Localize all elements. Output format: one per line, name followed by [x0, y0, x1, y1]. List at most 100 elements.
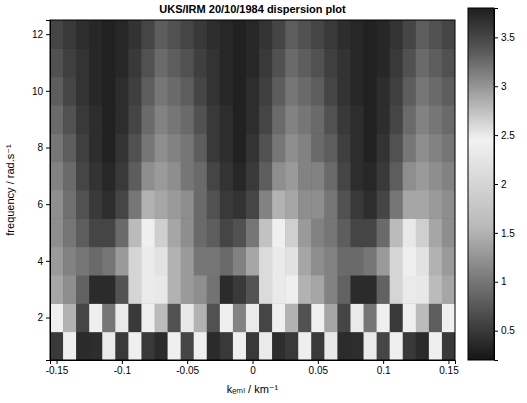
tick-label: 0: [250, 365, 256, 376]
tick-mark: [46, 261, 50, 262]
heatmap-cell: [442, 162, 455, 191]
heatmap-cell: [390, 247, 404, 276]
tick: -0.05: [176, 360, 199, 376]
heatmap-cell: [76, 133, 90, 162]
heatmap-cell: [115, 190, 129, 219]
heatmap-cell: [181, 162, 195, 191]
tick: 1: [494, 276, 507, 287]
heatmap-cell: [155, 48, 169, 77]
heatmap-cell: [246, 332, 260, 360]
heatmap-cell: [390, 275, 404, 304]
heatmap-cell: [50, 105, 64, 134]
heatmap-cell: [416, 105, 430, 134]
heatmap-cell: [285, 77, 299, 106]
heatmap-cell: [102, 77, 116, 106]
tick-mark: [46, 91, 50, 92]
heatmap-cell: [63, 190, 77, 219]
heatmap-cell: [416, 303, 430, 332]
heatmap-cell: [285, 190, 299, 219]
heatmap-cell: [285, 218, 299, 247]
tick-label: 0.15: [439, 365, 459, 376]
heatmap-cell: [364, 332, 378, 360]
tick-label: 2: [501, 179, 507, 190]
heatmap-cell: [220, 218, 234, 247]
tick-label: 4: [37, 256, 43, 267]
heatmap-cell: [377, 77, 391, 106]
heatmap-cell: [259, 247, 273, 276]
heatmap-cell: [102, 162, 116, 191]
heatmap-cell: [364, 303, 378, 332]
heatmap-cell: [442, 332, 455, 360]
heatmap-cell: [220, 20, 234, 49]
tick: 0.1: [377, 360, 391, 376]
heatmap-cell: [181, 275, 195, 304]
heatmap-cell: [155, 275, 169, 304]
heatmap-cell: [220, 275, 234, 304]
heatmap-cell: [220, 105, 234, 134]
heatmap-cell: [259, 218, 273, 247]
heatmap-cell: [259, 162, 273, 191]
heatmap-cell: [141, 275, 155, 304]
heatmap-cell: [324, 133, 338, 162]
heatmap-cell: [337, 247, 351, 276]
heatmap-cell: [207, 303, 221, 332]
heatmap-cell: [350, 218, 364, 247]
heatmap-cell: [442, 105, 455, 134]
heatmap-cell: [390, 20, 404, 49]
tick: 2.5: [494, 130, 515, 141]
tick-label: -0.05: [176, 365, 199, 376]
heatmap-cell: [416, 162, 430, 191]
heatmap-cell: [429, 247, 443, 276]
heatmap-cell: [76, 48, 90, 77]
heatmap-cell: [89, 275, 103, 304]
heatmap-cell: [50, 332, 64, 360]
heatmap-cell: [141, 48, 155, 77]
tick-mark: [494, 233, 498, 234]
heatmap-cell: [115, 332, 129, 360]
heatmap-cell: [403, 275, 417, 304]
tick: 2: [494, 179, 507, 190]
heatmap-cell: [364, 275, 378, 304]
tick-label: 0.5: [501, 325, 515, 336]
tick-mark: [494, 135, 498, 136]
heatmap-cell: [364, 77, 378, 106]
tick-label: 10: [32, 86, 44, 97]
heatmap-cell: [311, 20, 325, 49]
tick-label: 12: [32, 29, 44, 40]
heatmap-cell: [259, 303, 273, 332]
tick-mark: [46, 34, 50, 35]
heatmap-cell: [141, 218, 155, 247]
heatmap-cell: [233, 105, 247, 134]
heatmap-cell: [377, 105, 391, 134]
heatmap-cell: [63, 77, 77, 106]
heatmap-cell: [115, 218, 129, 247]
heatmap-cell: [403, 133, 417, 162]
heatmap-cell: [155, 105, 169, 134]
heatmap-cell: [194, 133, 208, 162]
heatmap-cell: [50, 275, 64, 304]
heatmap-cell: [298, 275, 312, 304]
heatmap-cell: [220, 332, 234, 360]
heatmap-cell: [442, 218, 455, 247]
heatmap-cell: [155, 162, 169, 191]
heatmap-cell: [429, 162, 443, 191]
heatmap-cell: [207, 20, 221, 49]
heatmap-cell: [102, 48, 116, 77]
heatmap-cell: [364, 133, 378, 162]
heatmap-cell: [233, 275, 247, 304]
axis-line: [495, 9, 499, 361]
heatmap-cell: [128, 162, 142, 191]
heatmap-cell: [311, 218, 325, 247]
heatmap-cell: [102, 218, 116, 247]
heatmap-cell: [50, 133, 64, 162]
heatmap-cell: [76, 105, 90, 134]
heatmap-cell: [141, 247, 155, 276]
heatmap-cell: [76, 332, 90, 360]
heatmap-cell: [246, 77, 260, 106]
heatmap-cell: [155, 77, 169, 106]
heatmap-cell: [168, 77, 182, 106]
heatmap-cell: [181, 133, 195, 162]
heatmap-cell: [102, 303, 116, 332]
heatmap-cell: [311, 332, 325, 360]
heatmap-cell: [377, 218, 391, 247]
